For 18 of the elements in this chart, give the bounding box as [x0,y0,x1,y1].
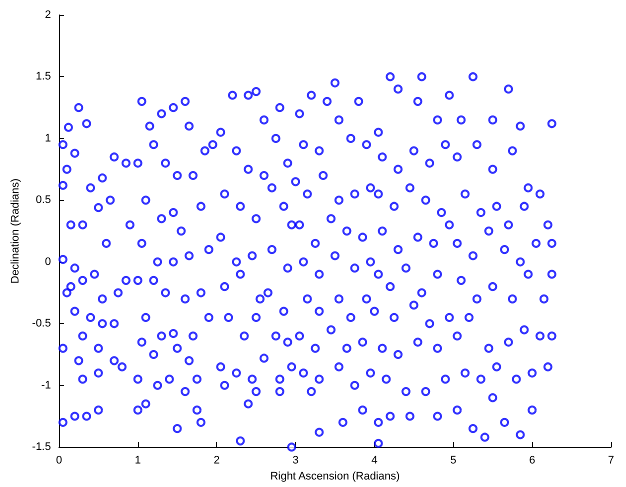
y-tick-label: -1.5 [32,441,51,454]
y-tick-label: -0.5 [32,318,51,330]
x-tick-label: 1 [134,454,141,467]
x-tick-label: 6 [529,454,536,467]
y-tick-label: 0.5 [36,194,51,206]
y-tick-label: -1 [41,379,51,392]
y-tick-label: 1.5 [36,70,51,83]
x-tick-label: 2 [214,454,220,467]
x-tick-label: 3 [292,454,299,467]
x-tick-label: 4 [371,454,378,467]
y-tick-label: 0 [44,256,51,268]
y-tick-label: 1 [44,132,51,144]
y-tick-label: 2 [44,9,51,21]
x-tick-label: 0 [56,454,62,467]
x-axis-title: Right Ascension (Radians) [270,470,400,482]
x-tick-label: 7 [608,454,614,467]
y-axis-title: Declination (Radians) [10,178,22,284]
x-tick-label: 5 [450,454,456,467]
